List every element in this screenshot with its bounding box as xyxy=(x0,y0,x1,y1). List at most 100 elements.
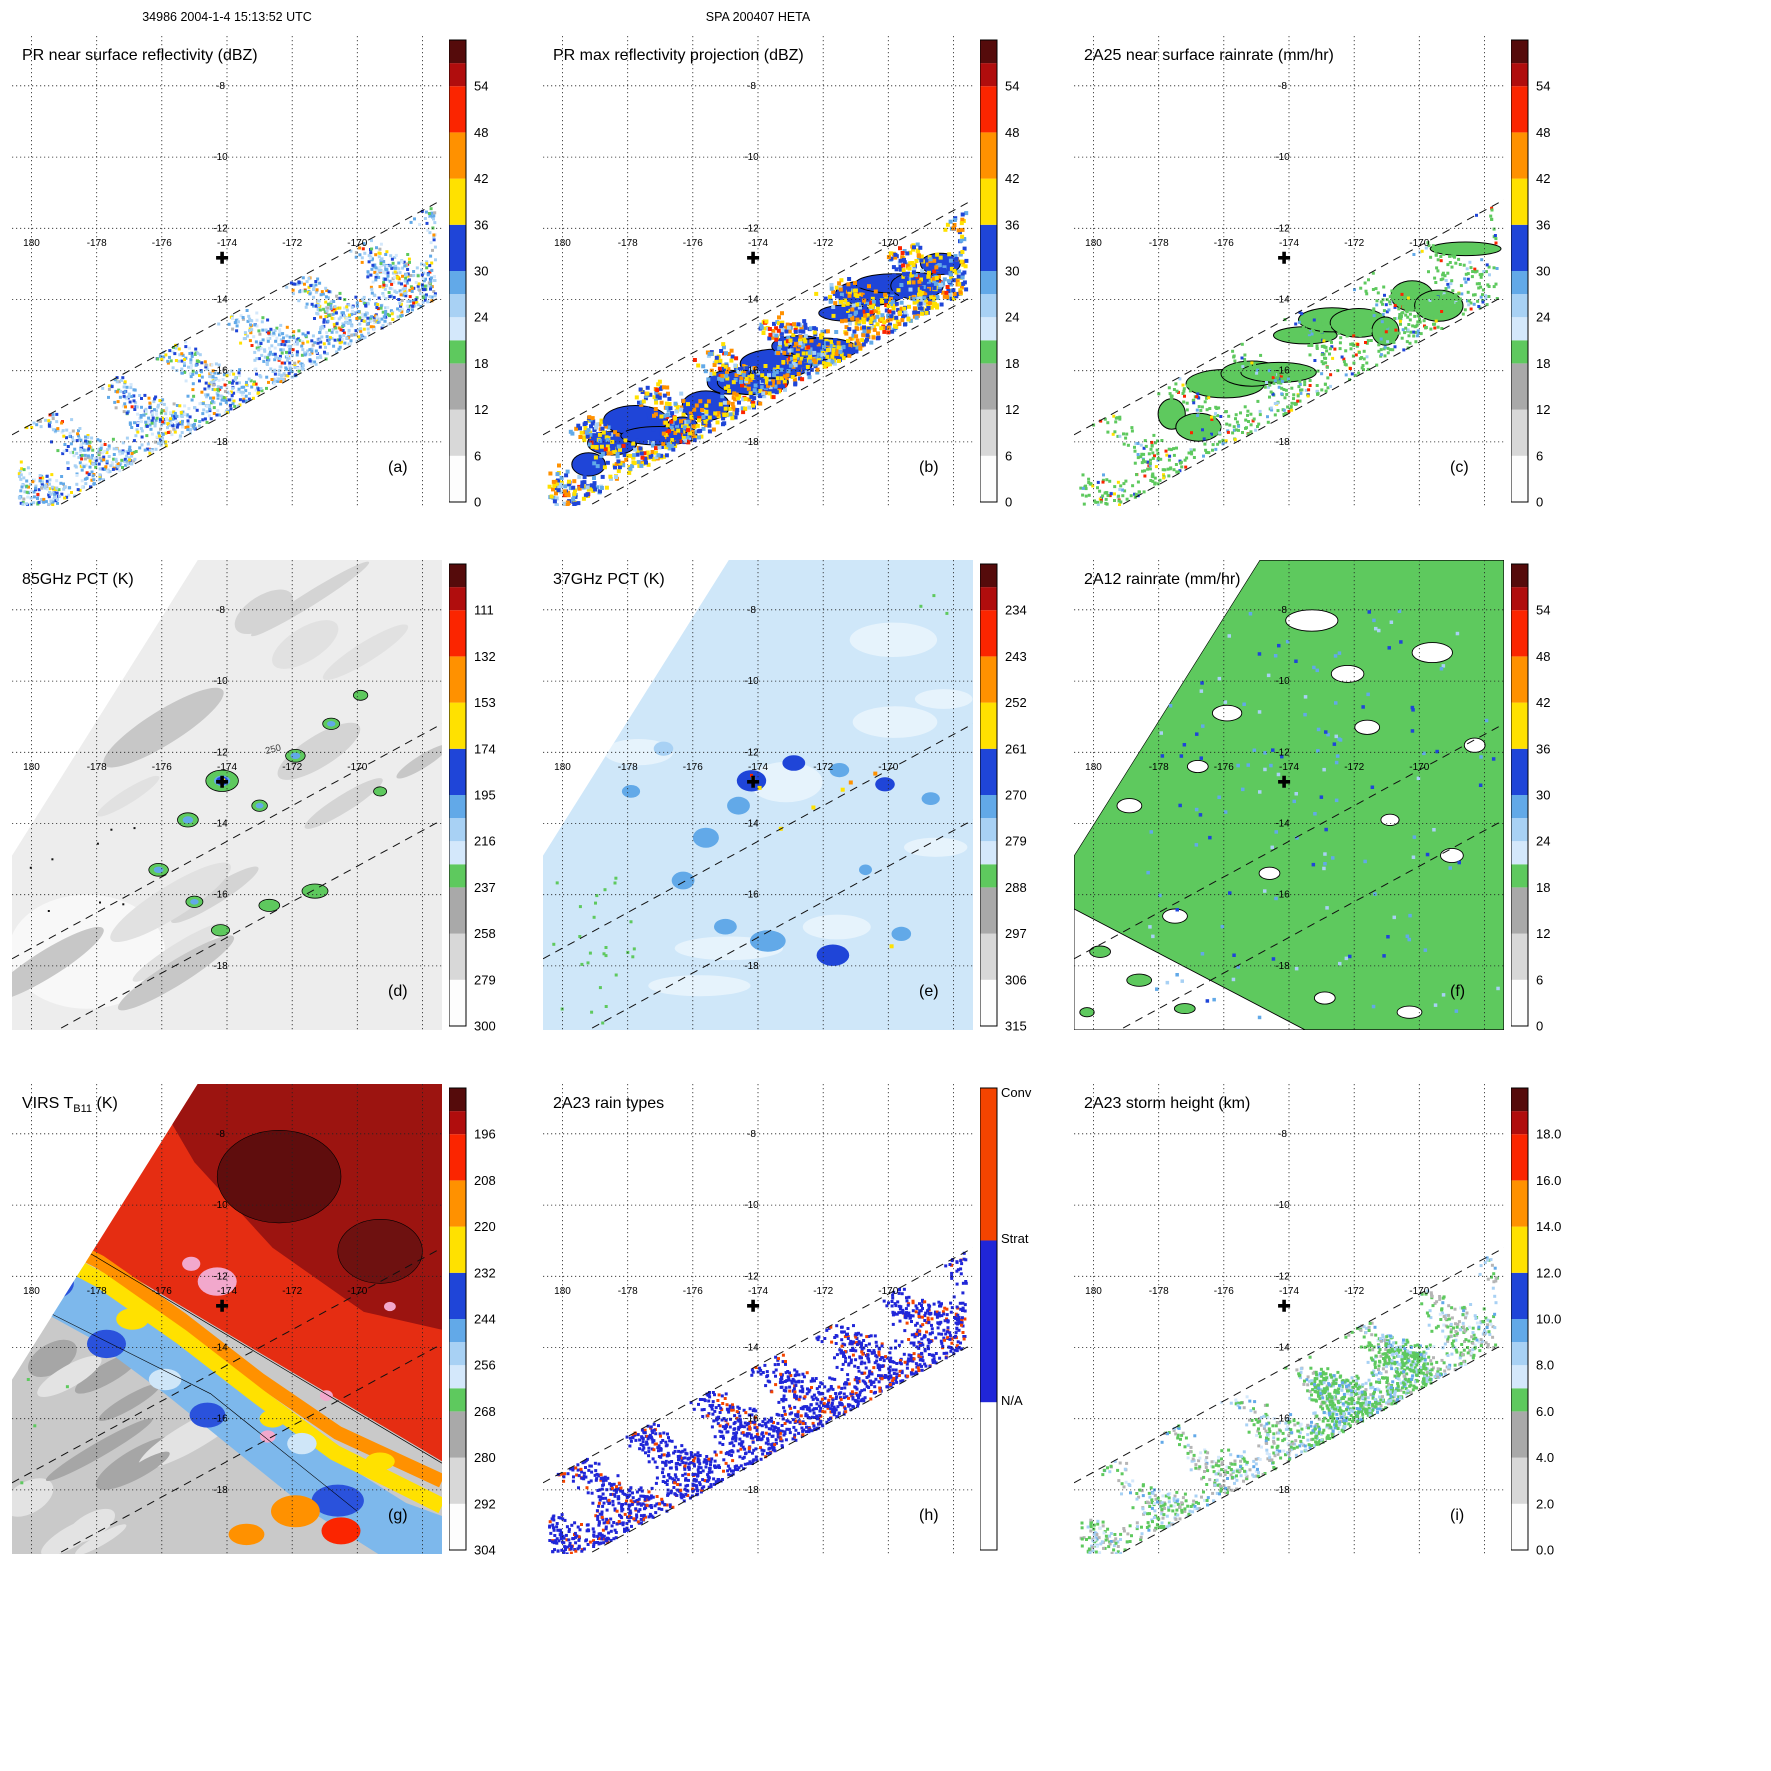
colorbar-tick-label: 174 xyxy=(474,741,496,756)
pr-swath-boundary xyxy=(1074,199,1504,506)
colorbar-tick-label: 36 xyxy=(474,217,488,232)
colorbar-tick-label: 0 xyxy=(1005,495,1012,510)
panel-a: 180 -178 -176 -174 -172 -170 -8 -10 -12 -14 -16 -18… xyxy=(4,26,535,550)
lat-tick-label: -18 xyxy=(744,437,759,448)
panel-e: 180 -178 -176 -174 -172 -170 -8 -10 -12 -14 -16 -18… xyxy=(535,550,1066,1074)
pr-swath-boundary xyxy=(543,723,973,1030)
lat-tick-label: -16 xyxy=(744,1414,759,1425)
panel-i: 180 -178 -176 -174 -172 -170 -8 -10 -12 -14 -16 -18… xyxy=(1066,1074,1597,1598)
colorbar-e: 234 243 252 261 270 279 288 297 306 315 xyxy=(980,563,1027,1034)
lon-tick-label: -178 xyxy=(87,1286,107,1297)
lon-tick-label: -178 xyxy=(87,238,107,249)
panel-letter: (a) xyxy=(388,459,408,476)
reflectivity-speckle-field xyxy=(17,207,437,506)
rain-type-category-label: N/A xyxy=(1001,1393,1023,1408)
lon-tick-label: -178 xyxy=(618,238,638,249)
lat-tick-label: -14 xyxy=(1275,819,1290,830)
colorbar-tick-label: 0 xyxy=(474,495,481,510)
colorbar-tick-label: 234 xyxy=(1005,603,1027,618)
colorbar-tick-label: 54 xyxy=(1005,79,1019,94)
colorbar-h: Conv Strat N/A xyxy=(980,1085,1032,1551)
tick-labels: 180 -178 -176 -174 -172 -170 -8 -10 -12 -14 -16 -18 xyxy=(554,605,899,972)
lat-tick-label: -14 xyxy=(1275,1343,1290,1354)
lon-tick-label: 180 xyxy=(554,762,571,773)
colorbar-tick-label: 216 xyxy=(474,834,496,849)
pct85-field xyxy=(12,560,442,1030)
colorbar-tick-label: 220 xyxy=(474,1219,496,1234)
colorbar-tick-label: 300 xyxy=(474,1019,496,1034)
colorbar-tick-label: 288 xyxy=(1005,880,1027,895)
colorbar-tick-label: 12 xyxy=(1536,926,1550,941)
lon-tick-label: -176 xyxy=(1214,238,1234,249)
lon-tick-label: -174 xyxy=(748,1286,768,1297)
colorbar-tick-label: 18 xyxy=(474,356,488,371)
lon-tick-label: -172 xyxy=(1344,762,1364,773)
colorbar-tick-label: 208 xyxy=(474,1173,496,1188)
map-plot-d: 250 180 -178 -176 -174 -172 -170 -8 -10 -12 -14 -16… xyxy=(12,560,442,1030)
panel-title: VIRS TB11 (K) xyxy=(22,1095,118,1115)
lat-tick-label: -12 xyxy=(1275,223,1290,234)
tick-labels: 180 -178 -176 -174 -172 -170 -8 -10 -12 -14 -16 -18 xyxy=(554,81,899,448)
colorbar-tick-label: 12 xyxy=(1005,402,1019,417)
colorbar-tick-label: 244 xyxy=(474,1312,496,1327)
colorbar-tick-label: 30 xyxy=(1005,264,1019,279)
lat-tick-label: -16 xyxy=(1275,366,1290,377)
panel-title: 37GHz PCT (K) xyxy=(553,571,665,588)
pr-rainrate-field xyxy=(1079,206,1502,506)
storm-center-marker xyxy=(1278,251,1291,264)
colorbar-tick-label: 48 xyxy=(1536,125,1550,140)
lon-tick-label: -170 xyxy=(347,1286,367,1297)
colorbar-tick-label: 6 xyxy=(1005,448,1012,463)
colorbar-a: 54 48 42 36 30 24 18 12 6 0 xyxy=(449,39,488,510)
lat-tick-label: -16 xyxy=(744,890,759,901)
colorbar-tick-label: 30 xyxy=(1536,264,1550,279)
colorbar-tick-label: 14.0 xyxy=(1536,1219,1561,1234)
rain-type-category-label: Strat xyxy=(1001,1231,1029,1246)
lat-tick-label: -16 xyxy=(1275,1414,1290,1425)
map-plot-h: 180 -178 -176 -174 -172 -170 -8 -10 -12 -14 -16 -18… xyxy=(543,1084,973,1554)
lon-tick-label: 180 xyxy=(1085,238,1102,249)
panel-title: PR max reflectivity projection (dBZ) xyxy=(553,47,804,64)
lat-tick-label: -10 xyxy=(744,676,759,687)
pr-swath-boundary xyxy=(543,199,973,506)
lon-tick-label: 180 xyxy=(554,238,571,249)
colorbar-g: 196 208 220 232 244 256 268 280 292 304 xyxy=(449,1087,496,1558)
lat-tick-label: -14 xyxy=(213,295,228,306)
lat-tick-label: -8 xyxy=(216,605,225,616)
colorbar-tick-label: 292 xyxy=(474,1496,496,1511)
lon-tick-label: -172 xyxy=(813,1286,833,1297)
colorbar-tick-label: 0 xyxy=(1536,495,1543,510)
lat-tick-label: -14 xyxy=(744,819,759,830)
lat-tick-label: -8 xyxy=(1278,81,1287,92)
lon-tick-label: -178 xyxy=(87,762,107,773)
colorbar-tick-label: 18 xyxy=(1005,356,1019,371)
lon-tick-label: -172 xyxy=(282,762,302,773)
lat-tick-label: -12 xyxy=(744,747,759,758)
colorbar-f: 54 48 42 36 30 24 18 12 6 0 xyxy=(1511,563,1550,1034)
colorbar-tick-label: 6 xyxy=(1536,448,1543,463)
colorbar-tick-label: 42 xyxy=(1005,171,1019,186)
colorbar-tick-label: 42 xyxy=(1536,695,1550,710)
colorbar-tick-label: 252 xyxy=(1005,695,1027,710)
colorbar-tick-label: 196 xyxy=(474,1127,496,1142)
colorbar-tick-label: 24 xyxy=(1536,310,1550,325)
storm-center-marker xyxy=(216,1299,229,1312)
header-storm-info: SPA 200407 HETA xyxy=(705,10,811,24)
colorbar-tick-label: 36 xyxy=(1536,741,1550,756)
lat-tick-label: -18 xyxy=(744,961,759,972)
lat-tick-label: -10 xyxy=(1275,676,1290,687)
tick-labels: 180 -178 -176 -174 -172 -170 -8 -10 -12 -14 -16 -18 xyxy=(1085,605,1430,972)
colorbar-tick-label: 48 xyxy=(1536,649,1550,664)
panel-d: 250 180 -178 -176 -174 -172 -170 -8 -10 -12 -14 -16… xyxy=(4,550,535,1074)
colorbar-tick-label: 195 xyxy=(474,788,496,803)
map-plot-e: 180 -178 -176 -174 -172 -170 -8 -10 -12 -14 -16 -18… xyxy=(543,560,973,1030)
tick-labels: 180 -178 -176 -174 -172 -170 -8 -10 -12 -14 -16 -18 xyxy=(1085,1129,1430,1496)
lon-tick-label: -170 xyxy=(878,238,898,249)
storm-center-marker xyxy=(216,251,229,264)
colorbar-tick-label: 48 xyxy=(1005,125,1019,140)
lon-tick-label: -170 xyxy=(347,238,367,249)
virs-ir-field xyxy=(12,1084,442,1554)
lon-tick-label: -178 xyxy=(1149,238,1169,249)
lon-tick-label: -174 xyxy=(1279,1286,1299,1297)
